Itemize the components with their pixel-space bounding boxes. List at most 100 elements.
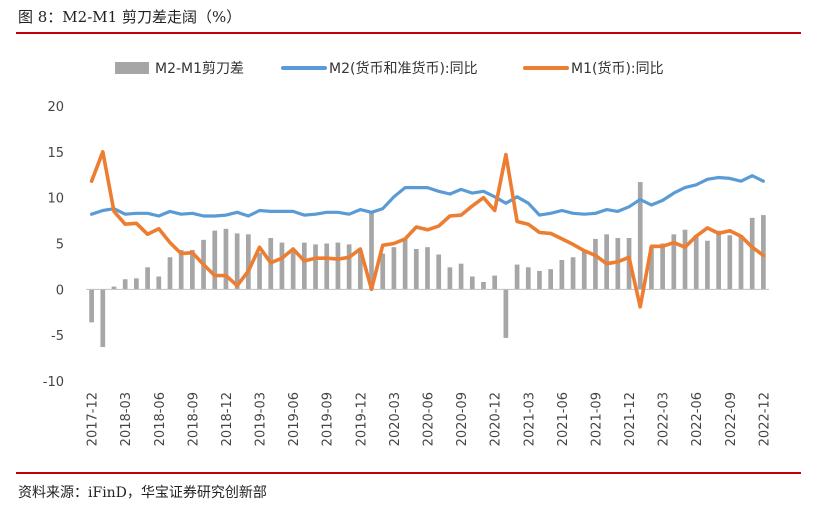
x-axis: 2017-12 2018-03 2018-06 2018-09 2018-12 2019-… xyxy=(86,392,773,446)
bar xyxy=(190,249,195,290)
x-tick-label: 2019-09 xyxy=(321,392,336,446)
bar xyxy=(436,254,442,290)
bar xyxy=(537,271,542,290)
bar xyxy=(301,242,307,290)
bar xyxy=(481,282,486,290)
bar xyxy=(637,182,643,290)
bar xyxy=(111,286,117,290)
y-axis: -10 -5 0 5 10 15 20 xyxy=(43,100,64,390)
legend-label: M2-M1剪刀差 xyxy=(155,61,244,77)
bar xyxy=(413,249,419,290)
x-tick-label: 2019-03 xyxy=(254,392,269,446)
legend-m2-item: M2(货币和准货币):同比 xyxy=(281,60,478,77)
bar xyxy=(727,235,733,290)
x-tick-label: 2019-06 xyxy=(287,392,302,446)
bar xyxy=(570,257,576,290)
x-tick-label: 2021-06 xyxy=(556,392,571,446)
legend-m1-item: M1(货币):同比 xyxy=(523,60,664,77)
bar xyxy=(492,275,498,290)
bar xyxy=(593,238,598,290)
bar xyxy=(279,242,285,290)
bar xyxy=(503,289,509,338)
bar xyxy=(391,247,397,290)
bar xyxy=(100,289,106,348)
bar xyxy=(559,260,565,290)
bar xyxy=(469,276,475,290)
x-tick-label: 2022-09 xyxy=(724,392,739,446)
bar xyxy=(548,269,554,290)
bar xyxy=(671,234,677,290)
x-tick-label: 2018-09 xyxy=(186,392,201,446)
y-tick-label: -5 xyxy=(51,329,64,344)
x-tick-label: 2022-12 xyxy=(757,392,772,446)
bar xyxy=(738,235,744,290)
x-tick-label: 2019-12 xyxy=(354,392,369,446)
x-tick-label: 2021-03 xyxy=(522,392,537,446)
bar xyxy=(234,233,240,290)
bar-series xyxy=(89,182,766,348)
bar xyxy=(380,253,386,290)
y-tick-label: 15 xyxy=(47,146,64,161)
x-tick-label: 2020-03 xyxy=(388,392,403,446)
m1-line xyxy=(89,150,766,309)
bar xyxy=(178,249,184,290)
bar xyxy=(145,267,150,290)
bar xyxy=(167,257,173,290)
bar xyxy=(705,240,710,290)
y-tick-label: 0 xyxy=(56,283,64,298)
legend: M2-M1剪刀差 M2(货币和准货币):同比 M1(货币):同比 xyxy=(115,60,664,77)
bar xyxy=(525,267,531,290)
bar xyxy=(89,289,94,323)
bar xyxy=(425,247,430,290)
legend-label: M1(货币):同比 xyxy=(571,60,664,77)
bar xyxy=(693,235,699,290)
title-rule xyxy=(16,32,801,34)
bar xyxy=(313,244,318,290)
x-tick-label: 2021-12 xyxy=(623,392,638,446)
bar xyxy=(761,215,766,290)
source-note: 资料来源：iFinD，华宝证券研究创新部 xyxy=(18,485,267,501)
bar xyxy=(615,238,621,290)
bar xyxy=(682,229,688,290)
bar xyxy=(122,279,128,290)
x-tick-label: 2020-12 xyxy=(489,392,504,446)
chart-title: 图 8：M2-M1 剪刀差走阔（%） xyxy=(18,8,242,26)
x-tick-label: 2018-03 xyxy=(119,392,134,446)
footer-rule xyxy=(16,472,801,474)
bar xyxy=(402,238,408,290)
bar xyxy=(649,247,654,290)
bar xyxy=(447,267,453,290)
bar xyxy=(749,217,755,290)
legend-label: M2(货币和准货币):同比 xyxy=(329,60,478,77)
x-tick-label: 2022-06 xyxy=(690,392,705,446)
x-tick-label: 2021-09 xyxy=(589,392,604,446)
x-tick-label: 2017-12 xyxy=(86,392,101,446)
legend-swatch xyxy=(115,62,149,74)
x-tick-label: 2018-06 xyxy=(153,392,168,446)
y-tick-label: -10 xyxy=(43,375,64,390)
bar xyxy=(369,212,374,290)
bar xyxy=(660,243,665,290)
legend-bar-item: M2-M1剪刀差 xyxy=(115,61,244,77)
chart: M2-M1剪刀差 M2(货币和准货币):同比 M1(货币):同比 -10 -5 0 5 10… xyxy=(43,60,773,446)
bar xyxy=(514,264,520,290)
x-tick-label: 2022-03 xyxy=(657,392,672,446)
bar xyxy=(257,252,262,290)
y-tick-label: 5 xyxy=(56,238,64,253)
bar xyxy=(223,228,229,290)
bar xyxy=(246,234,251,290)
bar xyxy=(581,250,587,290)
y-tick-label: 20 xyxy=(47,100,64,115)
bar xyxy=(134,278,139,290)
bar xyxy=(716,230,721,290)
bar xyxy=(290,249,296,290)
bar xyxy=(458,263,464,290)
bar xyxy=(346,244,352,290)
bar xyxy=(324,243,330,290)
y-tick-label: 10 xyxy=(47,192,64,207)
bar xyxy=(212,230,218,290)
x-tick-label: 2020-09 xyxy=(455,392,470,446)
x-tick-label: 2020-06 xyxy=(422,392,437,446)
bar xyxy=(335,242,341,290)
line-series xyxy=(89,150,766,309)
